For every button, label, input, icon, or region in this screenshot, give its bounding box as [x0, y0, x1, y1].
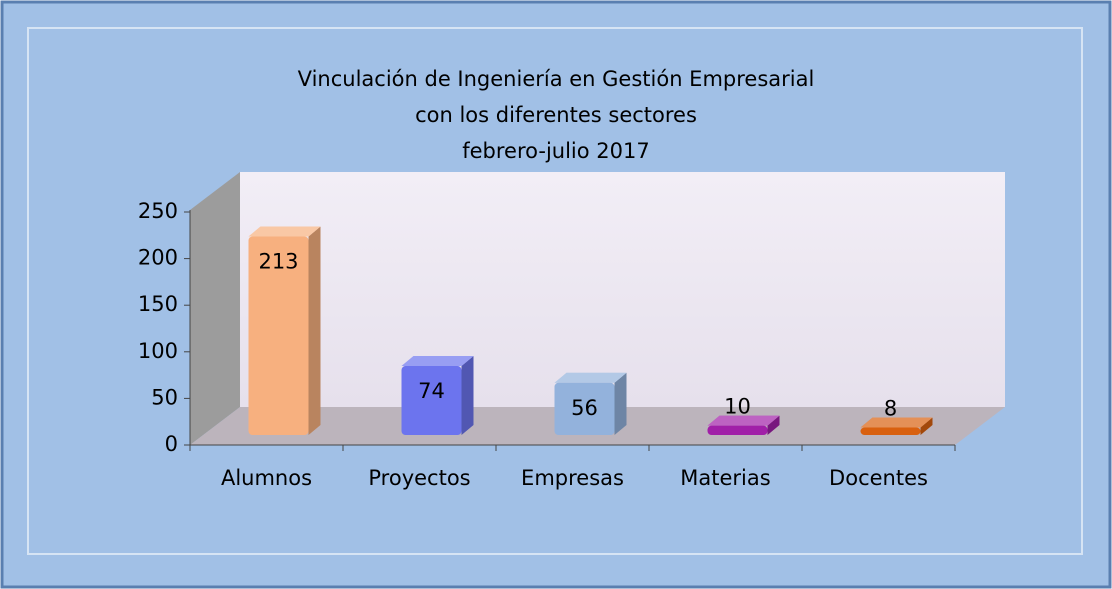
- bar-face: [461, 356, 474, 435]
- y-tick-label: 150: [138, 292, 178, 316]
- bar-face: [767, 415, 780, 435]
- bar: [707, 415, 780, 435]
- bar-face: [554, 382, 615, 435]
- y-tick-label: 0: [165, 432, 178, 456]
- x-tick-label: Materias: [680, 466, 770, 490]
- chart-title: Vinculación de Ingeniería en Gestión Emp…: [298, 67, 815, 91]
- chart-title: con los diferentes sectores: [415, 103, 697, 127]
- x-tick-label: Proyectos: [368, 466, 470, 490]
- bar-face: [614, 372, 627, 435]
- data-label: 213: [258, 249, 298, 273]
- bar-face: [248, 236, 309, 435]
- bar: [554, 372, 627, 435]
- bar-face: [860, 417, 933, 428]
- bar-face: [308, 226, 321, 435]
- x-tick-label: Alumnos: [221, 466, 312, 490]
- data-label: 74: [418, 379, 445, 403]
- bar-face: [401, 356, 474, 367]
- back-wall: [240, 172, 1005, 407]
- bar-face: [614, 372, 627, 435]
- x-tick-label: Docentes: [829, 466, 928, 490]
- data-label: 8: [884, 397, 897, 421]
- y-tick-label: 200: [138, 246, 178, 270]
- bar-face: [860, 427, 921, 435]
- x-tick-label: Empresas: [521, 466, 624, 490]
- bar-face: [920, 417, 933, 435]
- bar-face: [248, 226, 321, 237]
- bar-face: [308, 226, 321, 435]
- chart-title: febrero-julio 2017: [462, 139, 650, 163]
- bar-face: [860, 417, 933, 428]
- bar-face: [767, 415, 780, 435]
- data-label: 56: [571, 396, 598, 420]
- y-tick-label: 100: [138, 339, 178, 363]
- side-wall: [190, 172, 240, 445]
- bar-face: [248, 226, 321, 237]
- bar-face: [707, 415, 780, 426]
- bar-face: [707, 425, 768, 435]
- y-tick-label: 50: [151, 385, 178, 409]
- bar-face: [707, 415, 780, 426]
- bar-face: [401, 366, 462, 435]
- bar: [860, 417, 933, 435]
- y-tick-label: 250: [138, 199, 178, 223]
- bar-face: [920, 417, 933, 435]
- data-label: 10: [724, 395, 751, 419]
- bar-face: [554, 372, 627, 383]
- bar: [248, 226, 321, 435]
- bar: [401, 356, 474, 435]
- bar-face: [401, 356, 474, 367]
- bar-face: [461, 356, 474, 435]
- bar-face: [554, 372, 627, 383]
